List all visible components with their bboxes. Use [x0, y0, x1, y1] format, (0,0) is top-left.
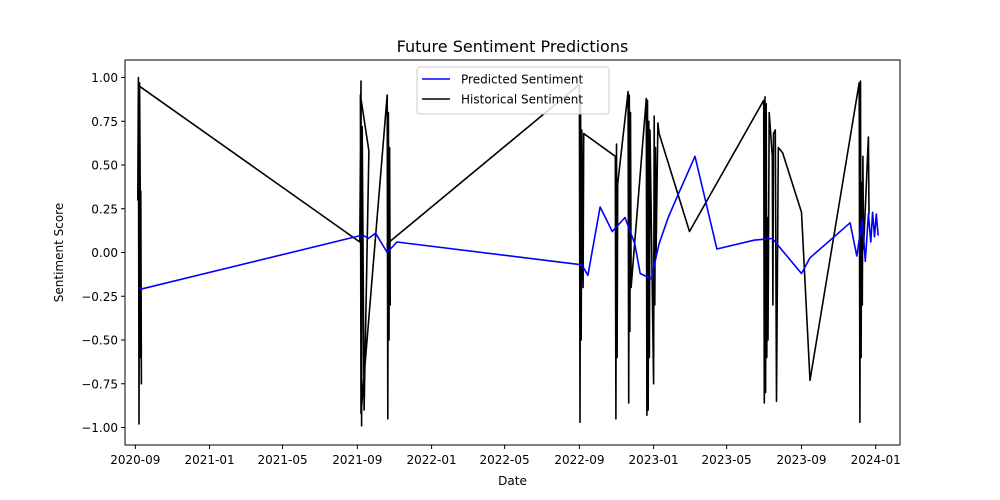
x-tick-label: 2023-05	[702, 453, 752, 467]
legend-label-historical: Historical Sentiment	[461, 93, 583, 107]
y-tick-label: −0.75	[81, 377, 118, 391]
plot-background	[125, 60, 900, 445]
y-axis-title: Sentiment Score	[52, 203, 66, 302]
x-tick-label: 2022-01	[407, 453, 457, 467]
x-tick-label: 2020-09	[110, 453, 160, 467]
x-tick-label: 2022-05	[480, 453, 530, 467]
y-tick-label: 0.50	[91, 159, 118, 173]
y-tick-label: −1.00	[81, 421, 118, 435]
x-tick-label: 2024-01	[851, 453, 901, 467]
y-tick-label: 0.25	[91, 202, 118, 216]
y-tick-label: 0.75	[91, 115, 118, 129]
x-tick-label: 2021-01	[184, 453, 234, 467]
series-line-predicted	[138, 155, 879, 291]
legend-box	[416, 66, 610, 115]
legend: Predicted Sentiment Historical Sentiment	[416, 66, 610, 115]
y-tick-label: 0.00	[91, 246, 118, 260]
x-axis: 2020-09 2021-01 2021-05 2021-09 2022-01 2022-…	[110, 445, 901, 467]
series-line-historical	[137, 76, 870, 427]
series-layer	[137, 76, 879, 427]
x-axis-title: Date	[498, 474, 527, 488]
y-tick-label: −0.50	[81, 334, 118, 348]
x-tick-label: 2021-09	[332, 453, 382, 467]
x-tick-label: 2023-09	[776, 453, 826, 467]
plot-area	[124, 59, 901, 446]
x-tick-label: 2021-05	[257, 453, 307, 467]
y-axis: −1.00 −0.75 −0.50 −0.25 0.00 0.25 0.50 0.75 1.00	[81, 71, 125, 435]
x-tick-label: 2023-01	[629, 453, 679, 467]
chart-title: Future Sentiment Predictions	[397, 37, 629, 56]
y-tick-label: 1.00	[91, 71, 118, 85]
y-tick-label: −0.25	[81, 290, 118, 304]
legend-label-predicted: Predicted Sentiment	[461, 73, 583, 87]
x-tick-label: 2022-09	[554, 453, 604, 467]
